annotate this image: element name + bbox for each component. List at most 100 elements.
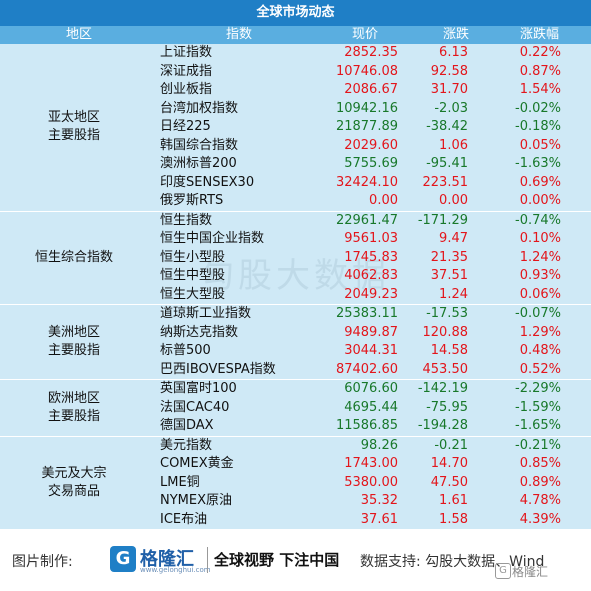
table-row: 创业板指 2086.67 31.70 1.54% bbox=[0, 81, 591, 100]
index-name: 美元指数 bbox=[160, 437, 213, 453]
price-cell: 5755.69 bbox=[344, 156, 398, 171]
header-index: 指数 bbox=[226, 27, 253, 42]
index-name: 台湾加权指数 bbox=[160, 100, 239, 116]
table-row: 日经225 21877.89 -38.42 -0.18% bbox=[0, 118, 591, 137]
index-name: LME铜 bbox=[160, 474, 200, 490]
price-cell: 6076.60 bbox=[344, 381, 398, 396]
footer: 图片制作: G 格隆汇 www.gelonghui.com 全球视野 下注中国 … bbox=[0, 529, 591, 591]
index-name: 德国DAX bbox=[160, 418, 214, 433]
table-row: 美元指数 98.26 -0.21 -0.21% bbox=[0, 437, 591, 456]
table-row: 俄罗斯RTS 0.00 0.00 0.00% bbox=[0, 192, 591, 211]
change-cell: -171.29 bbox=[417, 212, 468, 228]
index-name: 韩国综合指数 bbox=[160, 137, 239, 153]
group-label-line1: 美元及大宗 bbox=[41, 465, 107, 481]
group-label: 恒生综合指数 bbox=[0, 249, 148, 267]
index-name: 恒生指数 bbox=[160, 212, 213, 228]
index-name: 标普500 bbox=[160, 343, 211, 358]
background-watermark: 勾股大数据 bbox=[200, 256, 390, 296]
table-row: 标普500 3044.31 14.58 0.48% bbox=[0, 342, 591, 361]
index-name: COMEX黄金 bbox=[160, 456, 234, 471]
index-name: 创业板指 bbox=[160, 82, 213, 97]
price-cell: 32424.10 bbox=[335, 174, 398, 190]
price-cell: 1745.83 bbox=[344, 249, 398, 265]
group-label-line1: 亚太地区 bbox=[47, 110, 100, 126]
index-name: 法国CAC40 bbox=[160, 399, 230, 415]
pct-cell: 0.93% bbox=[519, 268, 561, 283]
index-name: 巴西IBOVESPA指数 bbox=[160, 361, 276, 377]
price-cell: 2086.67 bbox=[344, 82, 398, 97]
change-cell: 1.06 bbox=[439, 137, 468, 153]
table-row: 德国DAX 11586.85 -194.28 -1.65% bbox=[0, 417, 591, 436]
pct-cell: -2.29% bbox=[515, 381, 561, 396]
pct-cell: 4.78% bbox=[519, 493, 561, 508]
index-name: 道琼斯工业指数 bbox=[160, 306, 252, 321]
pct-cell: -0.02% bbox=[515, 100, 561, 116]
group-label-line1: 恒生综合指数 bbox=[34, 249, 113, 265]
change-cell: 1.58 bbox=[439, 511, 468, 527]
price-cell: 4695.44 bbox=[344, 399, 398, 415]
change-cell: -38.42 bbox=[426, 119, 468, 134]
table-row: 恒生中国企业指数 9561.03 9.47 0.10% bbox=[0, 230, 591, 249]
price-cell: 3044.31 bbox=[344, 343, 398, 358]
row-group: 恒生综合指数 恒生指数 22961.47 -171.29 -0.74% 恒生中国企业指数 9… bbox=[0, 212, 591, 305]
price-cell: 5380.00 bbox=[344, 474, 398, 490]
pct-cell: -1.63% bbox=[515, 156, 561, 171]
change-cell: -0.21 bbox=[434, 437, 468, 453]
table-row: 澳洲标普200 5755.69 -95.41 -1.63% bbox=[0, 155, 591, 174]
change-cell: 21.35 bbox=[430, 249, 468, 265]
table-row: ICE布油 37.61 1.58 4.39% bbox=[0, 511, 591, 530]
row-group: 美洲地区 主要股指 道琼斯工业指数 25383.11 -17.53 -0.07% 纳斯达克指… bbox=[0, 305, 591, 380]
header-price: 现价 bbox=[352, 27, 379, 42]
group-label-line2: 主要股指 bbox=[47, 128, 100, 144]
index-name: 恒生大型股 bbox=[160, 286, 226, 302]
change-cell: 1.24 bbox=[439, 286, 468, 302]
pct-cell: 0.06% bbox=[519, 286, 561, 302]
pct-cell: 0.00% bbox=[519, 193, 561, 208]
price-cell: 1743.00 bbox=[344, 456, 398, 471]
data-support: 数据支持: 勾股大数据、Wind bbox=[360, 554, 545, 570]
price-cell: 35.32 bbox=[360, 493, 398, 508]
price-cell: 25383.11 bbox=[335, 306, 398, 321]
pct-cell: -0.18% bbox=[515, 119, 561, 134]
pct-cell: 1.29% bbox=[519, 324, 561, 340]
index-name: 印度SENSEX30 bbox=[160, 174, 255, 190]
price-cell: 22961.47 bbox=[335, 212, 398, 228]
header-region: 地区 bbox=[66, 27, 93, 42]
price-cell: 2852.35 bbox=[344, 45, 398, 60]
price-cell: 11586.85 bbox=[335, 418, 398, 433]
index-name: 澳洲标普200 bbox=[160, 156, 237, 171]
table-row: COMEX黄金 1743.00 14.70 0.85% bbox=[0, 455, 591, 474]
group-label-line1: 美洲地区 bbox=[47, 325, 100, 340]
change-cell: 453.50 bbox=[422, 361, 469, 377]
change-cell: 14.58 bbox=[430, 343, 468, 358]
index-name: 深证成指 bbox=[160, 63, 213, 79]
pct-cell: -1.59% bbox=[515, 399, 561, 415]
index-name: NYMEX原油 bbox=[160, 493, 233, 508]
group-label: 美元及大宗 交易商品 bbox=[0, 465, 148, 501]
pct-cell: -0.74% bbox=[515, 212, 561, 228]
table-row: 韩国综合指数 2029.60 1.06 0.05% bbox=[0, 137, 591, 156]
index-name: ICE布油 bbox=[160, 511, 208, 527]
group-label: 欧洲地区 主要股指 bbox=[0, 390, 148, 426]
row-group: 美元及大宗 交易商品 美元指数 98.26 -0.21 -0.21% COMEX黄金 1743… bbox=[0, 437, 591, 530]
table-row: NYMEX原油 35.32 1.61 4.78% bbox=[0, 492, 591, 511]
change-cell: -142.19 bbox=[417, 381, 468, 396]
change-cell: -17.53 bbox=[426, 306, 468, 321]
watermark-text: 格隆汇 bbox=[512, 565, 549, 579]
change-cell: 1.61 bbox=[439, 493, 468, 508]
table-row: 恒生指数 22961.47 -171.29 -0.74% bbox=[0, 212, 591, 231]
group-label-line2: 主要股指 bbox=[47, 343, 100, 358]
table-row: 上证指数 2852.35 6.13 0.22% bbox=[0, 44, 591, 63]
table-header: 地区 指数 现价 涨跌 涨跌幅 bbox=[0, 26, 591, 44]
pct-cell: 0.85% bbox=[519, 456, 561, 471]
change-cell: 31.70 bbox=[430, 82, 468, 97]
price-cell: 98.26 bbox=[360, 437, 398, 453]
pct-cell: -1.65% bbox=[515, 418, 561, 433]
pct-cell: 1.24% bbox=[519, 249, 561, 265]
group-label: 美洲地区 主要股指 bbox=[0, 324, 148, 360]
pct-cell: 0.69% bbox=[519, 174, 561, 190]
row-group: 欧洲地区 主要股指 英国富时100 6076.60 -142.19 -2.29% 法国CAC… bbox=[0, 380, 591, 437]
group-label-line1: 欧洲地区 bbox=[47, 390, 100, 406]
group-label: 亚太地区 主要股指 bbox=[0, 109, 148, 145]
table-row: 法国CAC40 4695.44 -75.95 -1.59% bbox=[0, 399, 591, 418]
